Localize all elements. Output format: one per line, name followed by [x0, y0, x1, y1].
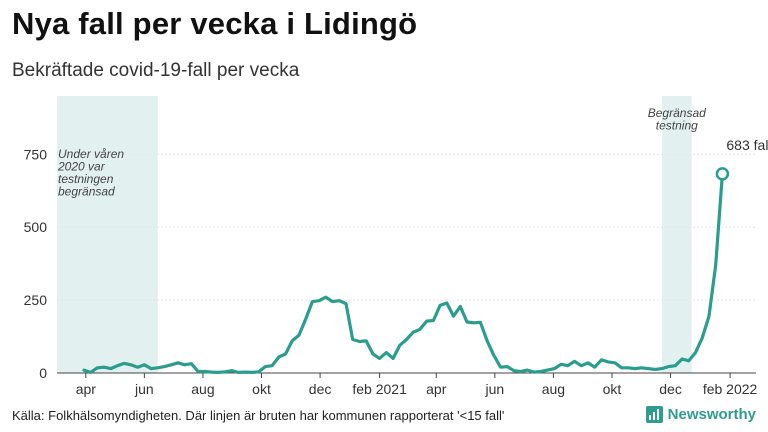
y-tick-label: 750: [24, 146, 48, 162]
x-tick-label: jun: [134, 381, 154, 397]
source-note: Källa: Folkhälsomyndigheten. Där linjen …: [12, 408, 505, 423]
x-tick-label: dec: [309, 381, 332, 397]
x-tick-label: aug: [542, 381, 565, 397]
x-tick-label: aug: [191, 381, 214, 397]
shaded-region-1: [661, 96, 692, 373]
shaded-region-0: [57, 96, 158, 373]
series-line: [82, 172, 724, 374]
x-tick-label: okt: [252, 381, 271, 397]
chart-title: Nya fall per vecka i Lidingö: [12, 6, 418, 41]
x-tick-label: apr: [76, 381, 97, 397]
brand-logo: Newsworthy: [645, 406, 756, 423]
x-tick-label: okt: [603, 381, 622, 397]
brand-name: Newsworthy: [667, 406, 756, 423]
newsworthy-logo-icon: [645, 406, 663, 423]
x-tick-label: feb 2022: [703, 381, 758, 397]
annotation-label: 683 fall: [726, 137, 768, 153]
chart-subtitle: Bekräftade covid-19-fall per vecka: [12, 60, 300, 81]
x-tick-label: dec: [659, 381, 682, 397]
last-value-marker: [715, 167, 730, 181]
shaded-region-label: Begränsad: [648, 106, 706, 120]
shaded-region-label: Under våren: [58, 147, 124, 161]
y-tick-label: 250: [24, 292, 48, 308]
shaded-region-label: testning: [656, 119, 698, 133]
y-tick-label: 500: [24, 219, 48, 235]
x-tick-label: jun: [484, 381, 504, 397]
shaded-region-label: testningen: [58, 172, 114, 186]
shaded-region-label: begränsad: [58, 185, 115, 199]
x-tick-label: apr: [426, 381, 447, 397]
shaded-region-label: 2020 var: [57, 160, 106, 174]
y-tick-label: 0: [39, 365, 47, 381]
x-tick-label: feb 2021: [352, 381, 407, 397]
